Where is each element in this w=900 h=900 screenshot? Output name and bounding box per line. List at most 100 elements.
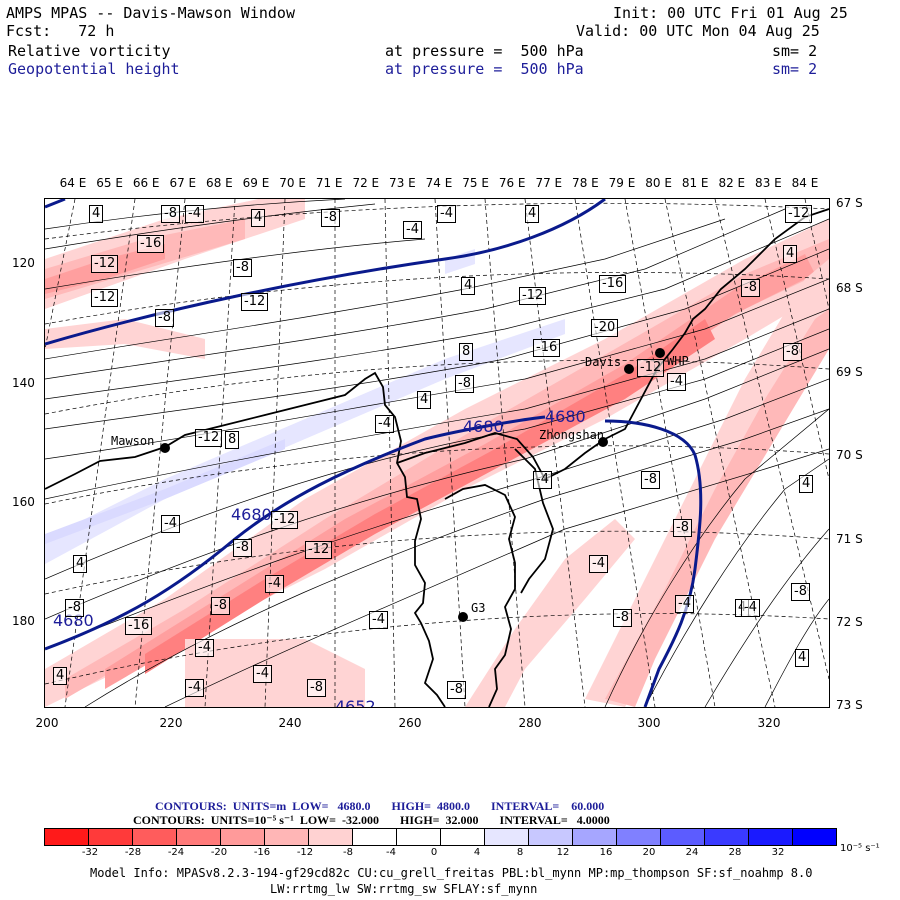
vorticity-value-label: -4 [185,679,204,697]
vorticity-value-label: -16 [125,617,153,635]
colorbar-swatch [132,829,176,845]
vorticity-value-label: -12 [241,293,269,311]
vorticity-value-label: -8 [613,609,632,627]
vorticity-value-label: -8 [211,597,230,615]
colorbar-tick-label: -20 [210,847,228,858]
colorbar-tick-label: -32 [81,847,99,858]
field1-level: at pressure = 500 hPa [385,42,584,60]
colorbar-swatch [352,829,396,845]
lon-label: 64 E [59,176,87,190]
vorticity-value-label: -16 [599,275,627,293]
colorbar-swatch [440,829,484,845]
vorticity-value-label: -12 [91,289,119,307]
vorticity-value-label: -12 [271,511,299,529]
colorbar-tick-label: 20 [642,847,656,858]
lat-label: 73 S [836,698,863,712]
lat-label: 67 S [836,196,863,210]
height-contours [45,199,703,707]
x-tick: 240 [278,716,302,730]
vorticity-height-map [45,199,829,707]
field2-smoothing: sm= 2 [772,60,818,78]
vorticity-value-label: -4 [437,205,456,223]
station-label-g3: G3 [471,601,486,615]
colorbar-tick-label: 4 [473,847,481,858]
vorticity-value-label: -20 [591,319,619,337]
vorticity-value-label: -8 [791,583,810,601]
vorticity-value-label: -12 [785,205,813,223]
colorbar-swatch [528,829,572,845]
vorticity-value-label: 4 [461,277,476,295]
coastline [45,208,829,707]
x-tick: 320 [757,716,781,730]
lon-label: 82 E [718,176,746,190]
vorticity-value-label: 4 [795,649,810,667]
colorbar-swatch [792,829,836,845]
x-tick: 200 [35,716,59,730]
colorbar-tick-label: -12 [296,847,314,858]
lon-label: 79 E [608,176,636,190]
lat-label: 70 S [836,448,863,462]
y-tick: 120 [12,256,35,270]
colorbar-tick-label: -8 [343,847,353,858]
field1-name: Relative vorticity [8,42,171,60]
map-panel[interactable]: Mawson Davis WHP Zhongshan G3 4680 4680 … [44,198,830,708]
vorticity-value-label: -4 [675,595,694,613]
x-tick: 220 [159,716,183,730]
vorticity-value-label: 4 [73,555,88,573]
colorbar-swatch [308,829,352,845]
colorbar-tick-label: -4 [386,847,396,858]
lon-label: 68 E [206,176,233,190]
lon-label: 65 E [96,176,123,190]
vorticity-value-label: 4 [417,391,432,409]
vorticity-value-label: 4 [783,245,798,263]
lon-label: 71 E [315,176,343,190]
vorticity-value-label: -8 [741,279,760,297]
field1-smoothing: sm= 2 [772,42,818,60]
station-marker-g3 [458,612,468,622]
vorticity-value-label: -4 [369,611,388,629]
vorticity-value-label: -8 [233,259,252,277]
lon-label: 67 E [169,176,197,190]
vorticity-value-label: -4 [195,639,214,657]
lat-label: 71 S [836,532,863,546]
colorbar-swatch [220,829,264,845]
vorticity-value-label: -4 [185,205,204,223]
x-tick: 300 [637,716,661,730]
vorticity-value-label: -12 [195,429,223,447]
colorbar-swatch [660,829,704,845]
colorbar-swatch [572,829,616,845]
field2-level: at pressure = 500 hPa [385,60,584,78]
vorticity-value-label: -12 [305,541,333,559]
model-info-line2: LW:rrtmg_lw SW:rrtmg_sw SFLAY:sf_mynn [270,882,538,896]
vorticity-value-label: 4 [53,667,68,685]
height-label: 4680 [545,407,586,426]
vorticity-shading [45,199,829,707]
lon-label: 76 E [498,176,526,190]
vorticity-value-label: -4 [533,471,552,489]
lon-label: 77 E [535,176,563,190]
vorticity-value-label: -8 [65,599,84,617]
lon-label: 74 E [425,176,453,190]
lon-label: 78 E [572,176,599,190]
vorticity-value-label: -4 [265,575,284,593]
lon-label: 73 E [389,176,416,190]
vorticity-value-label: -8 [233,539,252,557]
colorbar-swatch [176,829,220,845]
vorticity-value-label: 4 [525,205,540,223]
station-label-davis: Davis [585,355,622,369]
colorbar-swatch [616,829,660,845]
vorticity-value-label: -8 [455,375,474,393]
station-marker-whp [655,348,665,358]
vorticity-value-label: 8 [225,431,240,449]
height-contour-info: CONTOURS: UNITS=m LOW= 4680.0 HIGH= 4800… [155,799,605,813]
station-label-whp: WHP [667,354,689,368]
model-info-line1: Model Info: MPASv8.2.3-194-gf29cd82c CU:… [90,866,813,880]
vorticity-value-label: -8 [447,681,466,699]
forecast-hour: Fcst: 72 h [6,22,115,40]
vorticity-value-label: -4 [589,555,608,573]
y-tick: 180 [12,614,35,628]
vorticity-value-label: 4 [89,205,104,223]
lon-label: 72 E [352,176,380,190]
height-label: 4680 [463,417,504,436]
vorticity-value-label: -4 [253,665,272,683]
